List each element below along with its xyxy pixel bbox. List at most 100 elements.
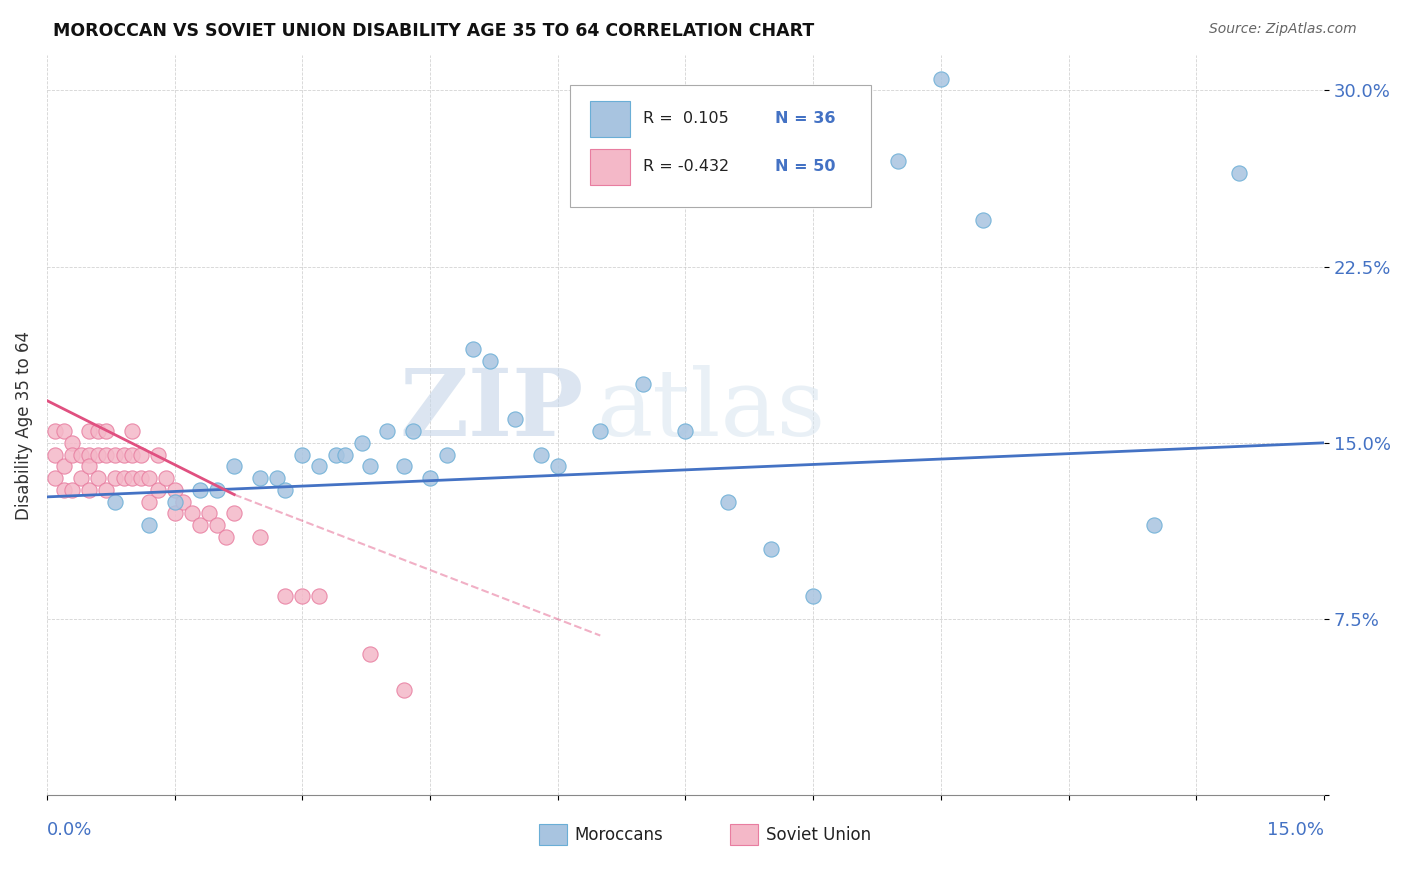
Text: Moroccans: Moroccans xyxy=(574,825,664,844)
Point xyxy=(224,506,246,520)
FancyBboxPatch shape xyxy=(571,85,870,207)
Point xyxy=(589,424,612,438)
Text: R = -0.432: R = -0.432 xyxy=(644,159,730,174)
Point xyxy=(972,212,994,227)
Point xyxy=(96,448,118,462)
Point xyxy=(224,459,246,474)
Text: 15.0%: 15.0% xyxy=(1267,822,1324,839)
Text: R =  0.105: R = 0.105 xyxy=(644,111,728,126)
Point xyxy=(121,471,143,485)
Point xyxy=(104,448,127,462)
Point xyxy=(308,589,330,603)
Point xyxy=(138,471,160,485)
Point xyxy=(350,435,373,450)
Point xyxy=(717,494,740,508)
Point xyxy=(249,471,271,485)
Point xyxy=(402,424,425,438)
Point xyxy=(79,483,101,497)
Point xyxy=(1143,518,1166,533)
Point xyxy=(215,530,238,544)
Point xyxy=(52,424,75,438)
Point xyxy=(163,483,186,497)
Point xyxy=(188,518,211,533)
Y-axis label: Disability Age 35 to 64: Disability Age 35 to 64 xyxy=(15,331,32,520)
Point xyxy=(44,424,66,438)
Text: MOROCCAN VS SOVIET UNION DISABILITY AGE 35 TO 64 CORRELATION CHART: MOROCCAN VS SOVIET UNION DISABILITY AGE … xyxy=(53,22,814,40)
Point xyxy=(121,448,143,462)
Point xyxy=(87,448,110,462)
Point xyxy=(759,541,782,556)
Bar xyxy=(589,101,630,136)
Point xyxy=(112,471,135,485)
Point xyxy=(52,459,75,474)
Point xyxy=(62,483,84,497)
Point xyxy=(104,494,127,508)
Text: Soviet Union: Soviet Union xyxy=(766,825,870,844)
Point xyxy=(79,448,101,462)
Point xyxy=(138,518,160,533)
Point xyxy=(673,424,696,438)
Point xyxy=(87,424,110,438)
Point xyxy=(129,471,152,485)
Point xyxy=(180,506,202,520)
Point xyxy=(138,494,160,508)
Point xyxy=(121,424,143,438)
Point xyxy=(96,424,118,438)
Point xyxy=(308,459,330,474)
Point xyxy=(79,424,101,438)
Point xyxy=(333,448,356,462)
Bar xyxy=(730,824,758,845)
Point xyxy=(359,648,381,662)
Point xyxy=(394,459,416,474)
Point xyxy=(478,353,501,368)
Point xyxy=(188,483,211,497)
Point xyxy=(62,435,84,450)
Point xyxy=(547,459,569,474)
Point xyxy=(155,471,177,485)
Text: ZIP: ZIP xyxy=(399,366,583,456)
Point xyxy=(436,448,458,462)
Point xyxy=(359,459,381,474)
Point xyxy=(205,483,228,497)
Point xyxy=(929,71,952,86)
Point xyxy=(631,377,654,392)
Text: N = 50: N = 50 xyxy=(775,159,835,174)
Point xyxy=(530,448,553,462)
Point xyxy=(172,494,194,508)
Point xyxy=(801,589,824,603)
Point xyxy=(887,153,910,168)
Point xyxy=(163,506,186,520)
Point xyxy=(70,471,93,485)
Text: atlas: atlas xyxy=(596,366,825,456)
Point xyxy=(274,483,297,497)
Point xyxy=(163,494,186,508)
Point xyxy=(96,483,118,497)
Point xyxy=(291,589,314,603)
Point xyxy=(325,448,347,462)
Point xyxy=(197,506,219,520)
Point xyxy=(274,589,297,603)
Point xyxy=(205,518,228,533)
Point xyxy=(394,682,416,697)
Text: N = 36: N = 36 xyxy=(775,111,835,126)
Point xyxy=(249,530,271,544)
Point xyxy=(87,471,110,485)
Point xyxy=(129,448,152,462)
Point xyxy=(1227,166,1250,180)
Point xyxy=(266,471,288,485)
Point xyxy=(44,448,66,462)
Point xyxy=(104,471,127,485)
Point xyxy=(377,424,399,438)
Point xyxy=(70,448,93,462)
Point xyxy=(503,412,526,426)
Point xyxy=(419,471,441,485)
Point xyxy=(44,471,66,485)
Text: Source: ZipAtlas.com: Source: ZipAtlas.com xyxy=(1209,22,1357,37)
Point xyxy=(291,448,314,462)
Point xyxy=(146,448,169,462)
Point xyxy=(62,448,84,462)
Bar xyxy=(538,824,567,845)
Bar xyxy=(589,149,630,185)
Point xyxy=(52,483,75,497)
Point xyxy=(146,483,169,497)
